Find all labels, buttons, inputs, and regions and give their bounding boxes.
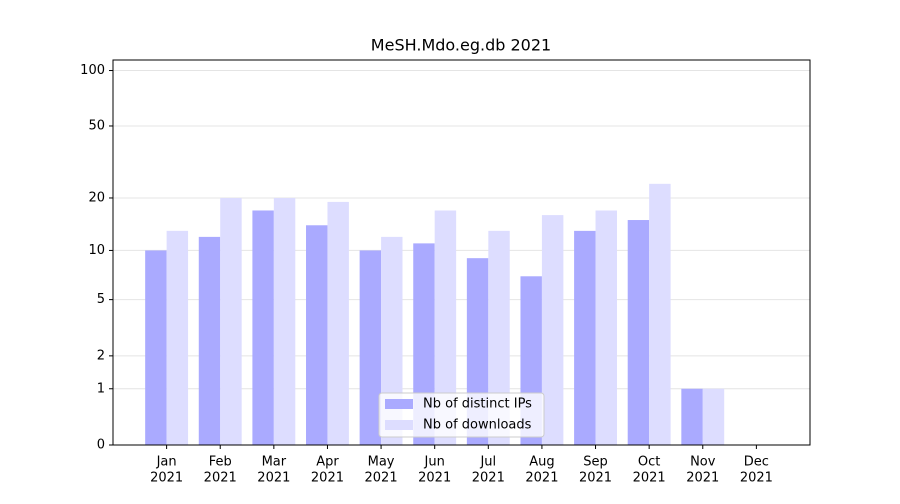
bar (145, 250, 167, 445)
bar (541, 215, 564, 445)
bar (488, 230, 510, 445)
y-tick-label: 20 (88, 190, 105, 205)
x-tick-label: Jan (156, 455, 177, 470)
x-tick-label: May (368, 455, 395, 470)
x-tick-label: 2021 (579, 471, 612, 486)
bar (327, 201, 349, 445)
x-tick-label: 2021 (740, 471, 773, 486)
x-tick-label: Nov (690, 455, 716, 470)
x-tick-label: Oct (638, 455, 660, 470)
bar (649, 183, 671, 445)
bar (681, 388, 703, 445)
x-tick-label: 2021 (686, 471, 719, 486)
y-tick-label: 2 (97, 348, 105, 363)
x-tick-label: 2021 (204, 471, 237, 486)
bar (434, 210, 457, 445)
x-tick-label: 2021 (365, 471, 398, 486)
legend-swatch (385, 399, 413, 409)
bar (702, 388, 725, 445)
y-tick-label: 5 (97, 292, 105, 307)
x-tick-label: 2021 (633, 471, 666, 486)
x-tick-label: Mar (262, 455, 287, 470)
legend-swatch (385, 420, 413, 430)
bar (252, 210, 274, 445)
x-tick-label: Jun (424, 455, 445, 470)
y-tick-label: 0 (97, 438, 105, 453)
x-tick-label: 2021 (472, 471, 505, 486)
y-tick-label: 10 (88, 243, 105, 258)
x-tick-label: 2021 (257, 471, 290, 486)
y-tick-label: 50 (88, 118, 105, 133)
chart-title: MeSH.Mdo.eg.db 2021 (371, 36, 551, 55)
bar (273, 197, 296, 445)
bar (198, 236, 221, 445)
x-tick-label: 2021 (418, 471, 451, 486)
axes-frame (112, 59, 811, 446)
x-tick-label: Aug (529, 455, 554, 470)
bar (306, 225, 328, 445)
legend-label: Nb of distinct IPs (423, 397, 532, 412)
x-tick-label: Sep (583, 455, 608, 470)
y-tick-label: 1 (97, 381, 105, 396)
x-tick-label: Jul (479, 455, 496, 470)
bar (627, 220, 650, 445)
x-tick-label: Feb (209, 455, 232, 470)
bar (574, 230, 596, 445)
bar (166, 230, 189, 445)
x-tick-label: Apr (316, 455, 339, 470)
x-tick-label: 2021 (311, 471, 344, 486)
legend-box (378, 392, 545, 438)
y-tick-label: 100 (80, 63, 105, 78)
bar (359, 250, 382, 445)
legend-label: Nb of downloads (423, 418, 532, 433)
x-tick-label: 2021 (525, 471, 558, 486)
x-tick-label: Dec (744, 455, 769, 470)
bar (595, 210, 617, 445)
bar (220, 197, 242, 445)
x-tick-label: 2021 (150, 471, 183, 486)
